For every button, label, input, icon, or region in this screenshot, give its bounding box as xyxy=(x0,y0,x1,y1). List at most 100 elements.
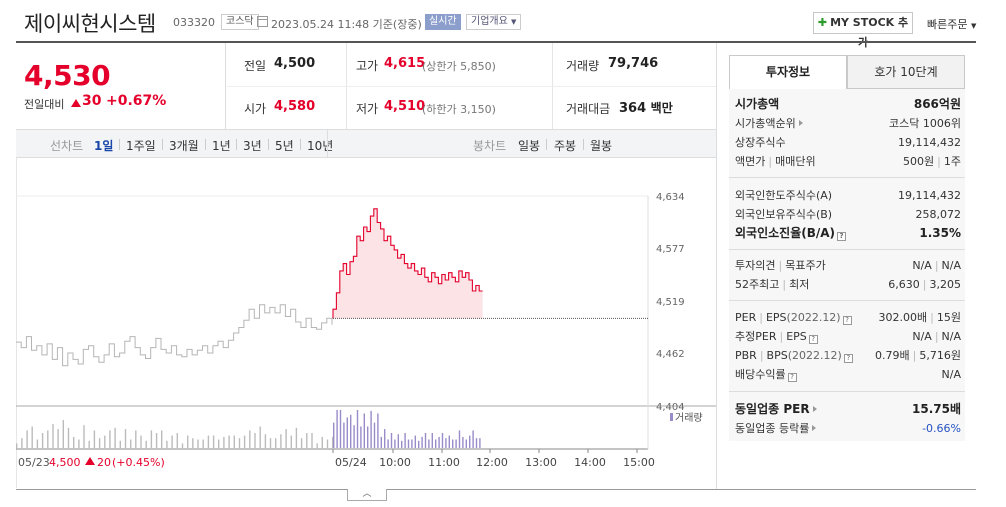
change-label: 전일대비 xyxy=(24,98,65,111)
help-icon[interactable]: ? xyxy=(808,335,818,344)
period-divider xyxy=(268,139,269,150)
help-icon[interactable]: ? xyxy=(837,232,847,241)
foreign-rate-value: 1.35% xyxy=(919,226,961,240)
prev-day-rate: (+0.45%) xyxy=(112,456,165,468)
industry-rate-value: -0.66% xyxy=(922,422,961,435)
volume-bar xyxy=(135,430,137,448)
face-unit-values: 500원 | 1주 xyxy=(903,152,961,171)
period-10year[interactable]: 10년 xyxy=(307,139,334,153)
period-1week[interactable]: 1주일 xyxy=(126,139,156,153)
volume-bar xyxy=(36,439,39,448)
volume-bar xyxy=(145,440,147,448)
volume-bar xyxy=(62,420,64,448)
candle-weekly[interactable]: 주봉 xyxy=(554,139,577,153)
volume-bar xyxy=(243,435,246,448)
volume-bar xyxy=(31,426,33,448)
volume-bar xyxy=(83,425,85,448)
pbr-bps-labels: PBR | BPS(2022.12)? xyxy=(735,346,853,365)
realtime-badge[interactable]: 실시간 xyxy=(425,14,461,30)
pbr-label: PBR xyxy=(735,349,757,362)
candle-daily[interactable]: 일봉 xyxy=(518,139,541,153)
opinion-row: 투자의견 | 목표주가 N/A | N/A xyxy=(735,256,961,275)
prev-close-value: 4,500 xyxy=(274,56,316,71)
slash: | xyxy=(934,259,939,272)
candle-chart-label: 봉차트 xyxy=(473,139,507,153)
panel-divider xyxy=(729,249,965,250)
volume-bar xyxy=(161,430,163,448)
eps-label: EPS xyxy=(765,311,787,324)
est-eps-label: EPS xyxy=(786,330,807,343)
opinion-labels: 투자의견 | 목표주가 xyxy=(735,256,826,275)
stock-header: 제이씨현시스템 033320 코스닥 2023.05.24 11:48 기준(장… xyxy=(0,0,1006,49)
open-label: 시가 xyxy=(244,102,267,116)
volume-bar xyxy=(218,439,220,448)
bottom-divider xyxy=(16,489,976,490)
industry-rate-row[interactable]: 동일업종 등락률 -0.66% xyxy=(735,419,961,438)
tab-quote-10[interactable]: 호가 10단계 xyxy=(847,55,965,89)
trade-amount-unit: 백만 xyxy=(650,101,673,115)
industry-rate-label: 동일업종 등락률 xyxy=(735,422,810,435)
calendar-icon xyxy=(257,16,268,27)
volume-bar xyxy=(202,439,204,448)
volume-bar xyxy=(472,430,474,448)
volume-bar xyxy=(370,410,372,448)
foreign-hold-label: 외국인보유주식수(B) xyxy=(735,208,833,221)
volume-bar xyxy=(16,443,18,448)
volume-bar xyxy=(311,433,313,448)
unit-value: 1주 xyxy=(943,155,961,168)
volume-bar xyxy=(269,438,272,448)
panel-divider xyxy=(729,300,965,301)
help-icon[interactable]: ? xyxy=(842,316,852,325)
slash: | xyxy=(934,330,939,343)
high-value: 4,615 xyxy=(384,56,426,71)
volume-bar xyxy=(109,430,111,448)
rank-value: 코스닥 1006위 xyxy=(889,117,961,130)
volume-bar xyxy=(363,413,365,448)
volume-bar xyxy=(228,435,230,448)
quick-order-label: 빠른주문 xyxy=(927,18,968,31)
change-rate: +0.67% xyxy=(106,93,167,109)
tab-investment-info[interactable]: 투자정보 xyxy=(729,55,847,89)
volume-bar xyxy=(21,438,23,448)
rank-label-wrap: 시가총액순위 xyxy=(735,114,803,133)
today-area-fill xyxy=(333,208,483,319)
help-icon[interactable]: ? xyxy=(787,373,797,382)
foreign-limit-label: 외국인한도주식수(A) xyxy=(735,189,833,202)
slash: | xyxy=(922,278,927,291)
period-3year[interactable]: 3년 xyxy=(243,139,262,153)
volume-bar xyxy=(465,439,467,448)
volume-bar xyxy=(350,414,352,448)
industry-per-row[interactable]: 동일업종 PER 15.75배 xyxy=(735,400,961,419)
volume-bar xyxy=(435,439,437,448)
market-cap-label: 시가총액 xyxy=(735,97,780,111)
foreign-rate-label-wrap: 외국인소진율(B/A)? xyxy=(735,224,847,243)
period-5year[interactable]: 5년 xyxy=(275,139,294,153)
quick-order-link[interactable]: 빠른주문 ▼ xyxy=(927,16,976,32)
volume-bar xyxy=(336,410,338,448)
candle-monthly[interactable]: 월봉 xyxy=(590,139,613,153)
up-arrow-icon xyxy=(85,457,95,465)
est-per-label: 추정PER xyxy=(735,330,777,343)
volume-bar xyxy=(197,439,199,448)
period-1year[interactable]: 1년 xyxy=(212,139,231,153)
period-1day[interactable]: 1일 xyxy=(94,139,114,153)
y-tick-label: 4,519 xyxy=(656,297,685,308)
collapse-chart-button[interactable]: ︿ xyxy=(347,489,387,501)
help-icon[interactable]: ? xyxy=(843,354,853,363)
volume-bar xyxy=(401,440,403,448)
volume-bar xyxy=(404,433,406,448)
volume-bar xyxy=(377,413,379,448)
market-badge: 코스닥 xyxy=(221,14,259,30)
volume-bar xyxy=(339,410,342,448)
company-overview-dropdown[interactable]: 기업개요 ▼ xyxy=(466,14,522,30)
pbr-value: 0.79배 xyxy=(875,349,910,362)
volume-bar xyxy=(295,427,298,448)
volume-bar xyxy=(47,430,49,448)
period-3month[interactable]: 3개월 xyxy=(169,139,199,153)
volume-bar xyxy=(475,438,478,448)
header-divider xyxy=(16,41,976,43)
volume-bar xyxy=(124,429,127,448)
add-mystock-button[interactable]: ✚MY STOCK 추가 xyxy=(813,12,913,49)
market-cap-rank-row[interactable]: 시가총액순위 코스닥 1006위 xyxy=(735,114,961,133)
volume-bar xyxy=(285,429,287,448)
